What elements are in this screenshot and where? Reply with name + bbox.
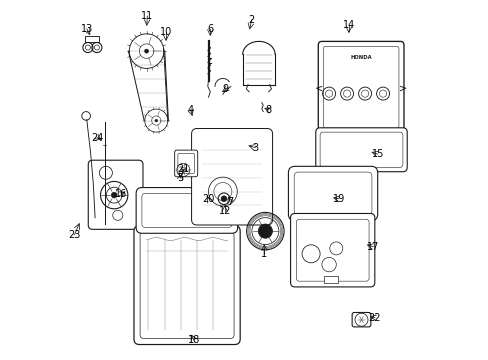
Text: 23: 23: [68, 230, 81, 240]
FancyBboxPatch shape: [294, 172, 371, 215]
Circle shape: [111, 192, 117, 198]
Circle shape: [155, 119, 157, 122]
Text: 13: 13: [81, 24, 93, 34]
Text: 5: 5: [177, 173, 183, 183]
Text: 20: 20: [202, 194, 214, 204]
FancyBboxPatch shape: [178, 153, 194, 174]
Bar: [323, 276, 337, 283]
FancyBboxPatch shape: [88, 160, 142, 229]
Text: 3: 3: [252, 143, 258, 153]
FancyBboxPatch shape: [315, 128, 407, 172]
FancyBboxPatch shape: [288, 166, 377, 221]
FancyBboxPatch shape: [318, 41, 403, 133]
FancyBboxPatch shape: [191, 129, 272, 225]
Text: 11: 11: [141, 11, 153, 21]
FancyBboxPatch shape: [323, 46, 398, 128]
Text: 10: 10: [160, 27, 172, 37]
FancyBboxPatch shape: [320, 132, 402, 167]
Circle shape: [144, 49, 148, 53]
Text: 4: 4: [187, 105, 193, 115]
Text: 14: 14: [342, 20, 354, 30]
Text: 21: 21: [177, 164, 189, 174]
Circle shape: [221, 196, 226, 202]
Text: 24: 24: [91, 132, 103, 143]
Text: HONDA: HONDA: [349, 55, 371, 60]
Text: 9: 9: [222, 84, 228, 94]
Text: 17: 17: [366, 242, 379, 252]
FancyBboxPatch shape: [136, 188, 237, 233]
Text: 15: 15: [371, 149, 383, 159]
Text: 22: 22: [368, 312, 380, 323]
FancyBboxPatch shape: [174, 150, 197, 177]
Text: 7: 7: [226, 197, 233, 207]
Circle shape: [182, 169, 183, 171]
Circle shape: [258, 224, 272, 238]
FancyBboxPatch shape: [142, 193, 231, 228]
Text: 8: 8: [265, 105, 271, 115]
Text: 18: 18: [187, 335, 200, 345]
Text: 6: 6: [207, 24, 213, 34]
Text: 16: 16: [115, 189, 127, 199]
FancyBboxPatch shape: [296, 219, 368, 281]
FancyBboxPatch shape: [140, 232, 234, 338]
FancyBboxPatch shape: [351, 312, 370, 327]
Text: 12: 12: [218, 206, 230, 216]
FancyBboxPatch shape: [290, 213, 374, 287]
Text: 1: 1: [261, 249, 267, 259]
FancyBboxPatch shape: [134, 226, 240, 345]
Text: 19: 19: [332, 194, 344, 204]
Text: 2: 2: [248, 15, 254, 25]
